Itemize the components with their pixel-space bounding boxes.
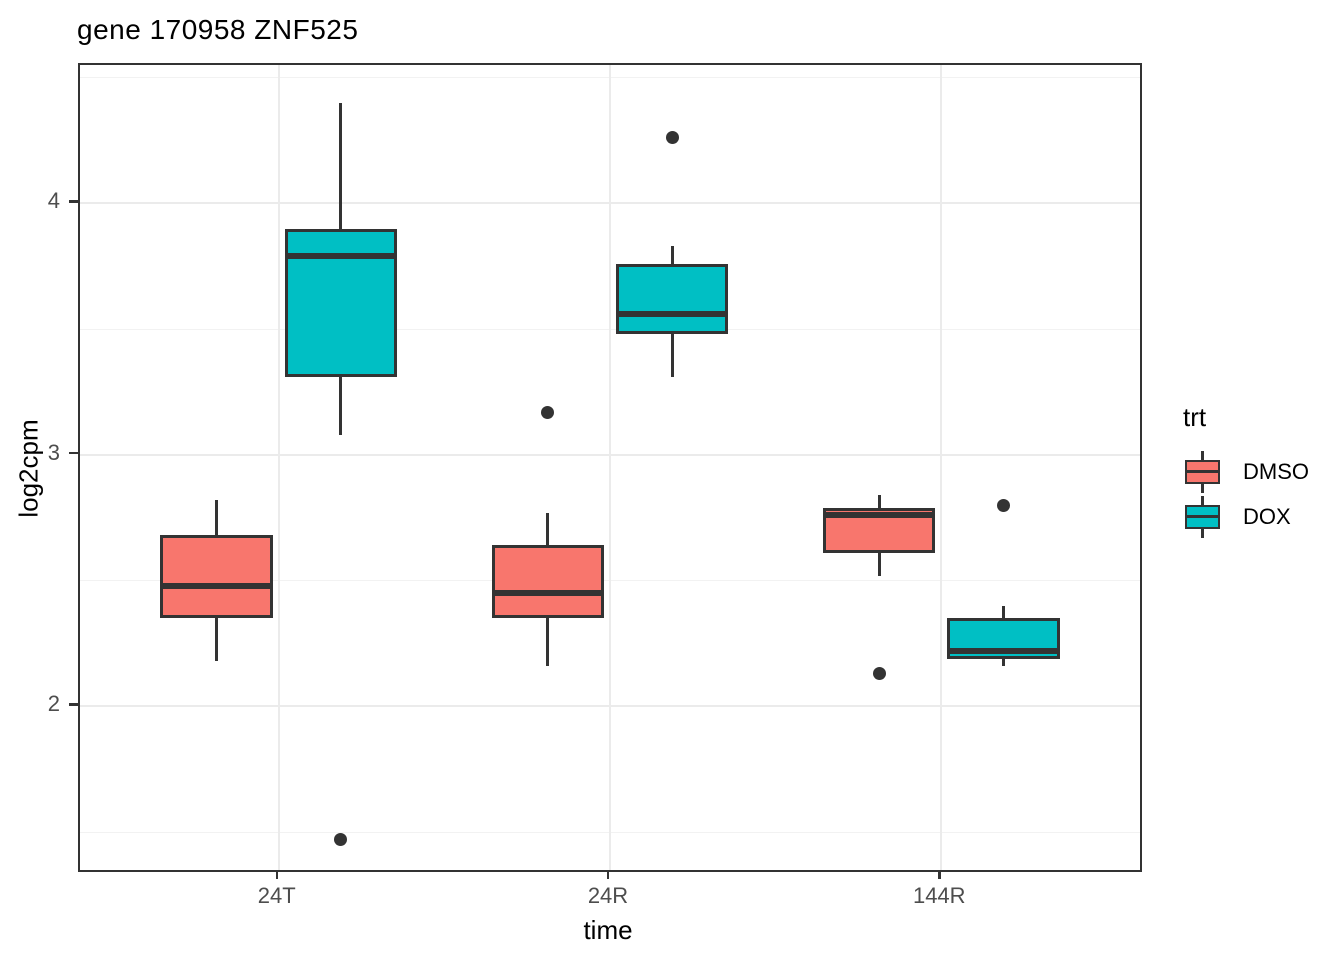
- upper-whisker: [215, 500, 219, 536]
- legend-items: DMSO DOX: [1181, 449, 1341, 539]
- y-axis-tick-label: 3: [47, 439, 60, 465]
- median-line: [947, 648, 1060, 655]
- legend-item-dox: DOX: [1181, 494, 1341, 539]
- median-line: [822, 512, 936, 519]
- boxplot-box-dmso-24T: [160, 535, 273, 619]
- boxplot-key-icon: [1181, 495, 1225, 538]
- key-lower-whisker: [1201, 528, 1204, 538]
- median-line: [160, 582, 273, 589]
- y-axis-tick-label: 4: [47, 188, 60, 214]
- upper-whisker: [1001, 605, 1005, 619]
- major-gridline-vertical: [609, 65, 611, 870]
- outlier-point: [334, 833, 348, 847]
- median-line: [284, 253, 398, 260]
- y-axis-title: log2cpm: [13, 419, 44, 518]
- boxplot-key-icon: [1181, 450, 1225, 493]
- lower-whisker: [877, 553, 881, 576]
- boxplot-box-dox-24R: [615, 263, 729, 335]
- lower-whisker: [339, 376, 343, 435]
- key-lower-whisker: [1201, 483, 1204, 493]
- key-median: [1185, 515, 1220, 518]
- x-axis-tick-label: 144R: [912, 883, 966, 908]
- y-axis-tick-mark: [69, 200, 78, 203]
- x-axis-title: time: [583, 915, 633, 945]
- outlier-point: [872, 667, 886, 681]
- x-axis-tick-mark: [275, 870, 278, 879]
- lower-whisker: [215, 618, 219, 662]
- major-gridline-vertical: [277, 65, 280, 870]
- legend-label: DMSO: [1243, 458, 1309, 484]
- outlier-point: [996, 498, 1010, 512]
- key-upper-whisker: [1201, 450, 1204, 460]
- legend-label: DOX: [1243, 503, 1291, 529]
- x-axis-tick-mark: [938, 870, 941, 879]
- upper-whisker: [546, 512, 550, 546]
- key-upper-whisker: [1201, 495, 1204, 505]
- x-axis-tick-label: 24R: [587, 883, 629, 908]
- boxplot-box-dmso-24R: [491, 545, 605, 619]
- legend-title: trt: [1183, 402, 1207, 432]
- lower-whisker: [1001, 658, 1005, 667]
- median-line: [491, 590, 605, 597]
- outlier-point: [541, 405, 555, 419]
- y-axis-tick-mark: [69, 703, 78, 706]
- upper-whisker: [670, 246, 674, 264]
- major-gridline-vertical: [940, 65, 943, 870]
- y-axis-tick-label: 2: [47, 691, 60, 717]
- x-axis-tick-label: 24T: [257, 883, 296, 908]
- y-axis-tick-mark: [69, 451, 78, 455]
- upper-whisker: [877, 495, 881, 508]
- outlier-point: [665, 131, 679, 145]
- lower-whisker: [670, 334, 674, 377]
- upper-whisker: [339, 102, 343, 229]
- x-axis-tick-mark: [606, 870, 610, 879]
- legend-item-dmso: DMSO: [1181, 449, 1341, 494]
- boxplot-box-dox-24T: [284, 228, 398, 377]
- median-line: [615, 311, 729, 318]
- key-median: [1185, 470, 1220, 473]
- lower-whisker: [546, 618, 550, 667]
- legend: trt DMSO DOX: [1181, 402, 1341, 539]
- plot-panel: [78, 63, 1142, 872]
- plot-title: gene 170958 ZNF525: [77, 14, 359, 45]
